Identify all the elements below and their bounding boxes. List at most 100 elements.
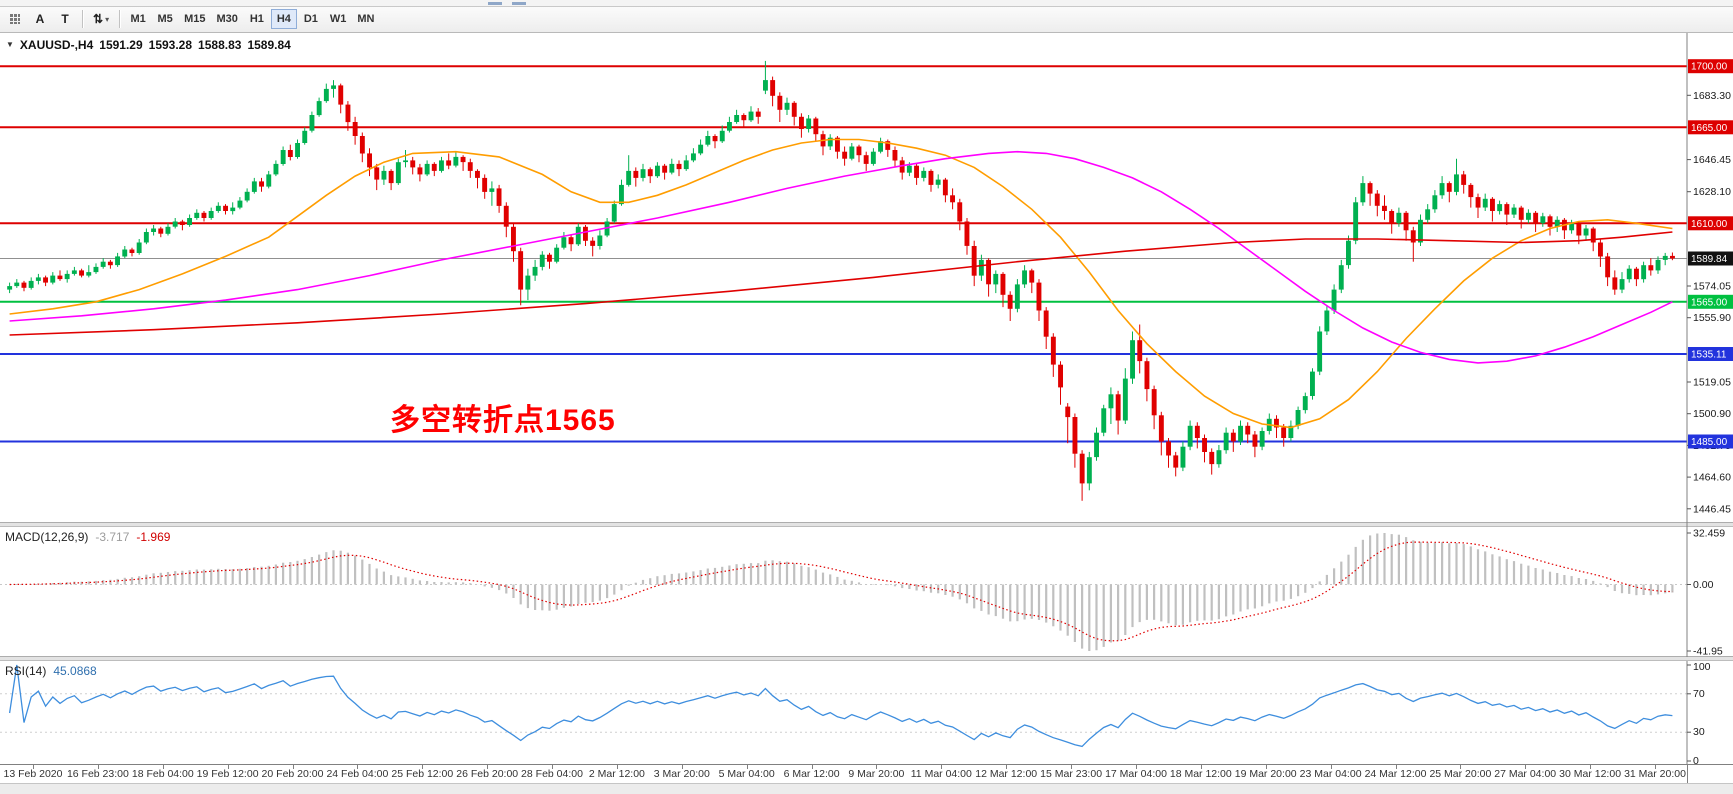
rsi-value: 45.0868 [53, 664, 97, 679]
price-badge: 1565.00 [1688, 294, 1733, 309]
panel-splitter[interactable] [0, 522, 1733, 528]
collapse-triangle-icon[interactable]: ▼ [6, 40, 14, 50]
candles-layer [7, 60, 1675, 501]
macd-indicator-panel[interactable]: 32.459 0.00 -41.95 MACD(12,26,9) -3.717 -1… [0, 527, 1733, 658]
rsi-axis[interactable]: 100 70 30 0 [1686, 661, 1711, 766]
price-chart-panel[interactable]: 1683.30 1646.45 1628.10 1574.05 1555.90 1519.… [0, 32, 1733, 527]
time-label: 13 Feb 2020 [3, 768, 63, 781]
svg-text:1485.00: 1485.00 [1691, 437, 1728, 448]
time-label: 27 Mar 04:00 [1494, 768, 1557, 781]
macd-signal-value: -1.969 [136, 530, 171, 545]
svg-text:1500.90: 1500.90 [1693, 408, 1731, 420]
macd-label: MACD(12,26,9) -3.717 -1.969 [5, 530, 170, 544]
svg-text:1683.30: 1683.30 [1693, 90, 1731, 102]
clipped-toolbar-icon [512, 1, 526, 5]
time-tick [1525, 765, 1527, 770]
svg-text:1464.60: 1464.60 [1693, 471, 1731, 483]
time-tick [33, 765, 34, 770]
time-tick [811, 765, 813, 770]
time-label: 15 Mar 23:00 [1040, 768, 1103, 781]
macd-signal-line [9, 541, 1673, 642]
svg-text:70: 70 [1693, 688, 1705, 700]
time-tick [227, 765, 229, 770]
macd-axis[interactable]: 32.459 0.00 -41.95 [1686, 527, 1725, 658]
time-label: 18 Feb 04:00 [131, 768, 194, 781]
svg-text:1646.45: 1646.45 [1693, 154, 1731, 166]
time-label: 25 Feb 12:00 [391, 768, 454, 781]
timeframe-w1[interactable]: W1 [325, 9, 352, 29]
time-axis[interactable]: 13 Feb 2020 16 Feb 23:00 18 Feb 04:00 19 Fe… [0, 764, 1733, 784]
price-chart-canvas[interactable]: 1683.30 1646.45 1628.10 1574.05 1555.90 1519.… [0, 32, 1733, 527]
chevron-down-icon: ▾ [105, 14, 110, 24]
time-label: 24 Mar 12:00 [1364, 768, 1427, 781]
svg-text:1535.11: 1535.11 [1691, 349, 1727, 360]
svg-text:32.459: 32.459 [1693, 528, 1725, 540]
grid-icon-glyph [10, 14, 20, 25]
timeframe-m1[interactable]: M1 [125, 9, 151, 29]
time-label: 3 Mar 20:00 [653, 768, 710, 781]
time-tick [941, 765, 943, 770]
timeframe-m15[interactable]: M15 [179, 9, 210, 29]
time-tick [1460, 765, 1462, 770]
timeframe-h1[interactable]: H1 [244, 9, 270, 29]
chart-text-annotation[interactable]: 多空转折点1565 [390, 404, 616, 438]
ohlc-open: 1591.29 [99, 37, 143, 52]
rsi-canvas[interactable]: 100 70 30 0 [0, 661, 1733, 766]
symbol-period: XAUUSD-,H4 [19, 37, 94, 52]
price-axis[interactable]: 1683.30 1646.45 1628.10 1574.05 1555.90 1519.… [1686, 32, 1733, 527]
price-badge: 1589.84 [1688, 251, 1733, 266]
svg-text:1519.05: 1519.05 [1693, 376, 1731, 388]
timeframe-mn[interactable]: MN [352, 9, 379, 29]
time-label: 12 Mar 12:00 [975, 768, 1038, 781]
time-label: 18 Mar 12:00 [1169, 768, 1232, 781]
time-label: 17 Mar 04:00 [1105, 768, 1167, 781]
timeframe-m5[interactable]: M5 [152, 9, 178, 29]
top-edge-strip [0, 0, 1733, 7]
macd-name: MACD(12,26,9) [5, 530, 89, 545]
time-tick [1265, 765, 1267, 770]
svg-text:1446.45: 1446.45 [1693, 503, 1731, 515]
ma-mid-magenta [9, 150, 1673, 364]
timeframes-dropdown-button[interactable]: ⇅ ▾ [88, 9, 114, 29]
time-tick [487, 765, 489, 770]
text-tool-button[interactable]: A [28, 9, 52, 29]
grid-icon[interactable] [3, 9, 27, 29]
time-tick [1071, 765, 1073, 770]
svg-text:-41.95: -41.95 [1693, 646, 1723, 658]
timeframe-h4[interactable]: H4 [270, 9, 297, 30]
time-tick [876, 765, 878, 770]
time-label: 6 Mar 12:00 [783, 768, 840, 781]
time-label: 30 Mar 12:00 [1559, 768, 1622, 781]
timeframe-d1[interactable]: D1 [298, 9, 324, 29]
price-badge: 1610.00 [1688, 216, 1733, 231]
cursor-tool-button[interactable]: T [53, 9, 77, 29]
svg-text:1574.05: 1574.05 [1693, 280, 1731, 292]
svg-text:1555.90: 1555.90 [1693, 312, 1731, 324]
time-tick [162, 765, 164, 770]
time-tick [292, 765, 294, 770]
macd-histogram [15, 533, 1674, 652]
ma-fast-orange [9, 138, 1673, 429]
panel-splitter[interactable] [0, 656, 1733, 662]
time-tick [422, 765, 424, 770]
time-tick [1006, 765, 1008, 770]
time-label: 26 Feb 20:00 [456, 768, 519, 781]
horizontal-level-lines[interactable] [0, 64, 1687, 443]
time-label: 5 Mar 04:00 [718, 768, 775, 781]
timeframe-m30[interactable]: M30 [211, 9, 242, 29]
macd-canvas[interactable]: 32.459 0.00 -41.95 [0, 527, 1733, 658]
svg-text:30: 30 [1693, 726, 1705, 738]
ohlc-low: 1588.83 [198, 37, 242, 52]
chart-title: ▼ XAUUSD-,H4 1591.29 1593.28 1588.83 158… [6, 38, 291, 52]
svg-text:0.00: 0.00 [1693, 579, 1714, 591]
text-tool-label: A [35, 12, 45, 27]
time-label: 24 Feb 04:00 [326, 768, 389, 781]
rsi-indicator-panel[interactable]: 100 70 30 0 RSI(14) 45.0868 [0, 661, 1733, 766]
price-badge: 1485.00 [1688, 434, 1733, 449]
time-label: 9 Mar 20:00 [848, 768, 905, 781]
svg-text:1589.84: 1589.84 [1691, 254, 1728, 265]
time-label: 19 Mar 20:00 [1234, 768, 1297, 781]
toolbar-separator [119, 10, 121, 29]
svg-text:100: 100 [1693, 661, 1711, 673]
macd-main-value: -3.717 [95, 530, 130, 545]
